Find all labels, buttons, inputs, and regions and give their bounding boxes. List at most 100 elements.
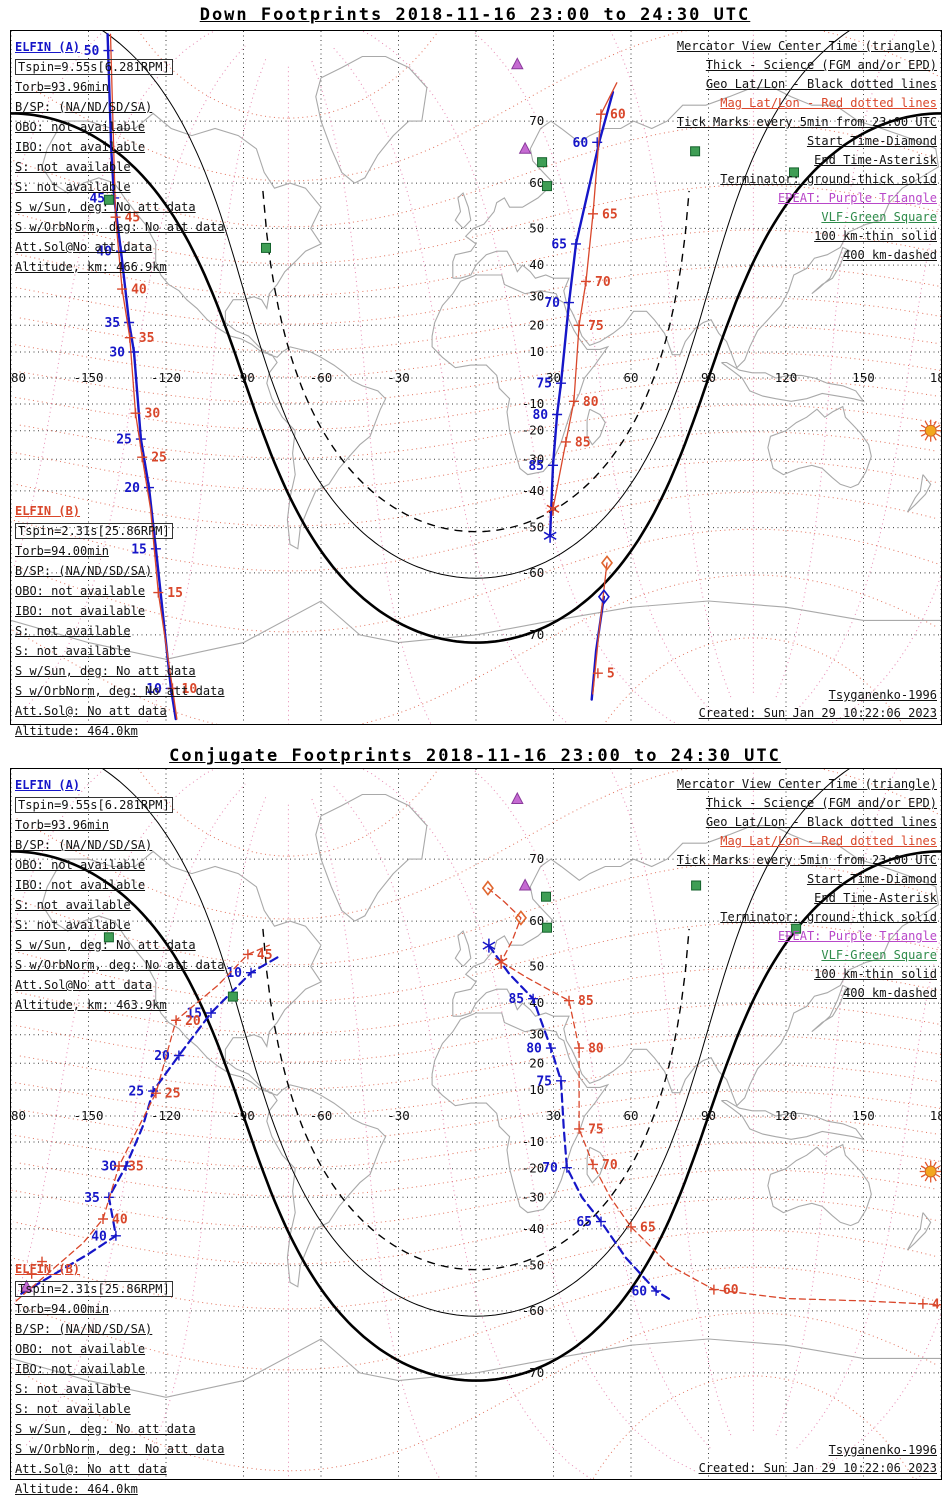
lat-label: 10	[529, 344, 544, 359]
tracks: 4035302520151040352520458580757065608580…	[15, 887, 941, 1312]
legend-line: VLF-Green Square	[821, 210, 937, 224]
tick-plus	[917, 1298, 928, 1309]
minute-tick-label: 35	[84, 1191, 100, 1206]
conjugate-footprints-map-svg: 70 60 50 40 30 20 10 -10 -20 -30 -40 -50 -60 -70 -180 -…	[11, 769, 941, 1479]
minute-tick-label: 25	[116, 433, 132, 448]
elfin-b-info-line: Tspin=2.31s[25.86RPM]	[15, 1279, 225, 1299]
minute-tick-label: 40	[112, 1213, 128, 1228]
lat-label: -40	[522, 483, 545, 498]
tick-plus	[588, 1159, 598, 1170]
tick-plus	[626, 1221, 636, 1232]
legend-line: 100 km-thin solid	[814, 229, 937, 243]
lon-label: -30	[387, 1108, 410, 1123]
elfin-b-info-line: S w/OrbNorm, deg: No att data	[15, 684, 225, 698]
elfin-a-info-line: ELFIN (A)	[15, 40, 81, 54]
end-time-asterisk-marker	[543, 528, 557, 543]
tick-plus	[651, 1285, 662, 1296]
vlf-square-marker	[227, 991, 238, 1002]
minute-tick-label: 75	[588, 319, 604, 334]
lon-label: -120	[151, 370, 181, 385]
elfin-a-info-line: Torb=93.96min	[15, 818, 109, 832]
model-credit: Tsyganenko-1996	[828, 1443, 937, 1457]
elfin-a-info-line: S: not available	[15, 898, 131, 912]
tick-plus	[708, 1284, 719, 1295]
lat-label: -30	[522, 451, 545, 466]
lon-label: 60	[623, 1108, 638, 1123]
elfin-a-info-line: IBO: not available	[15, 140, 146, 154]
minute-tick-label: 80	[588, 1042, 604, 1057]
conjugate-footprints-panel: Conjugate Footprints 2018-11-16 23:00 to…	[0, 744, 950, 1500]
legend-line: Tick Marks every 5min from 23:00 UTC	[676, 853, 937, 867]
lon-label: 60	[623, 370, 638, 385]
minute-tick-label: 65	[602, 207, 618, 222]
minute-tick-label: 25	[128, 1085, 144, 1100]
elfin-b-info-line: S w/Sun, deg: No att data	[15, 664, 196, 678]
minute-tick-label: 45	[89, 191, 105, 206]
lon-label: -180	[11, 1108, 26, 1123]
minute-tick-label: 45	[125, 211, 141, 226]
tick-plus	[144, 482, 154, 493]
tick-plus	[98, 1214, 108, 1224]
elfin-b-info-line: IBO: not available	[15, 604, 146, 618]
lat-label: 70	[529, 113, 544, 128]
minute-tick-label: 40	[131, 283, 147, 298]
minute-tick-label: 35	[139, 331, 155, 346]
elfin-a-info-line: S w/Sun, deg: No att data	[15, 938, 196, 952]
vlf-square-marker	[541, 891, 551, 902]
minute-tick-label: 85	[508, 992, 524, 1007]
lon-label: -120	[151, 1108, 181, 1123]
elfin-b-info-line: Altitude: 464.0km	[15, 1482, 138, 1496]
tick-plus	[556, 378, 566, 389]
elfin-a-info-line: Torb=93.96min	[15, 80, 109, 94]
elfin-a-info-line: S: not available	[15, 180, 131, 194]
elfin-a-info-line: OBO: not available	[15, 120, 146, 134]
end-time-asterisk-marker	[482, 938, 496, 953]
sun-icon	[919, 1160, 941, 1183]
tick-plus	[150, 1088, 161, 1099]
lon-label: 30	[546, 1108, 561, 1123]
elfin-b-info-block: ELFIN (B) Tspin=2.31s[25.86RPM] Torb=94.00…	[15, 1259, 225, 1499]
legend-line: Thick - Science (FGM and/or EPD)	[705, 796, 937, 810]
elfin-b-info-line: B/SP: (NA/ND/SD/SA)	[15, 1322, 153, 1336]
map-legend: Mercator View Center Time (triangle) Thic…	[677, 775, 937, 1003]
elfin-a-info-line: Att.Sol@No att data	[15, 978, 153, 992]
tick-plus	[110, 1230, 121, 1241]
legend-line: 400 km-dashed	[843, 248, 937, 262]
lat-label: 70	[529, 851, 544, 866]
conjugate-footprints-title: Conjugate Footprints 2018-11-16 23:00 to…	[0, 746, 950, 766]
lon-label: -60	[310, 370, 333, 385]
elfin-a-info-line: IBO: not available	[15, 878, 146, 892]
tick-plus	[571, 238, 581, 249]
tick-plus-marker	[37, 1256, 47, 1267]
tick-plus	[574, 1123, 585, 1134]
legend-line: Start Time-Diamond	[806, 872, 937, 886]
lat-label: 60	[529, 913, 544, 928]
minute-tick-label: 25	[151, 451, 167, 466]
tick-plus	[574, 1043, 585, 1054]
map-legend: Mercator View Center Time (triangle) Thic…	[677, 37, 937, 265]
created-timestamp: Created: Sun Jan 29 10:22:06 2023	[698, 1461, 937, 1475]
elfin-a-info-block: ELFIN (A) Tspin=9.55s[6.281RPM] Torb=93.96…	[15, 37, 225, 277]
tick-plus	[242, 949, 253, 960]
legend-line: Start Time-Diamond	[806, 134, 937, 148]
lat-label: -30	[522, 1189, 545, 1204]
minute-tick-label: 15	[186, 1007, 202, 1022]
lon-label: 180	[930, 370, 941, 385]
lat-label: 20	[529, 1055, 544, 1070]
tick-plus	[564, 297, 574, 308]
vlf-square-marker	[103, 932, 114, 943]
legend-line: EPEAT: Purple Triangle	[778, 929, 937, 943]
markers	[20, 791, 802, 1292]
elfin-b-info-line: B/SP: (NA/ND/SD/SA)	[15, 564, 153, 578]
down-footprints-panel: Down Footprints 2018-11-16 23:00 to 24:3…	[0, 0, 950, 744]
legend-line: Mag Lat/Lon - Red dotted lines	[720, 834, 937, 848]
elfin-a-info-line: S: not available	[15, 160, 131, 174]
legend-line: Tick Marks every 5min from 23:00 UTC	[676, 115, 937, 129]
lon-label: -150	[73, 1108, 103, 1123]
minute-tick-label: 60	[573, 136, 589, 151]
minute-tick-label: 65	[576, 1215, 592, 1230]
lat-label: -70	[522, 1365, 545, 1380]
credits: Tsyganenko-1996 Created: Sun Jan 29 10:2…	[699, 1441, 937, 1477]
minute-tick-label: 35	[128, 1160, 144, 1175]
